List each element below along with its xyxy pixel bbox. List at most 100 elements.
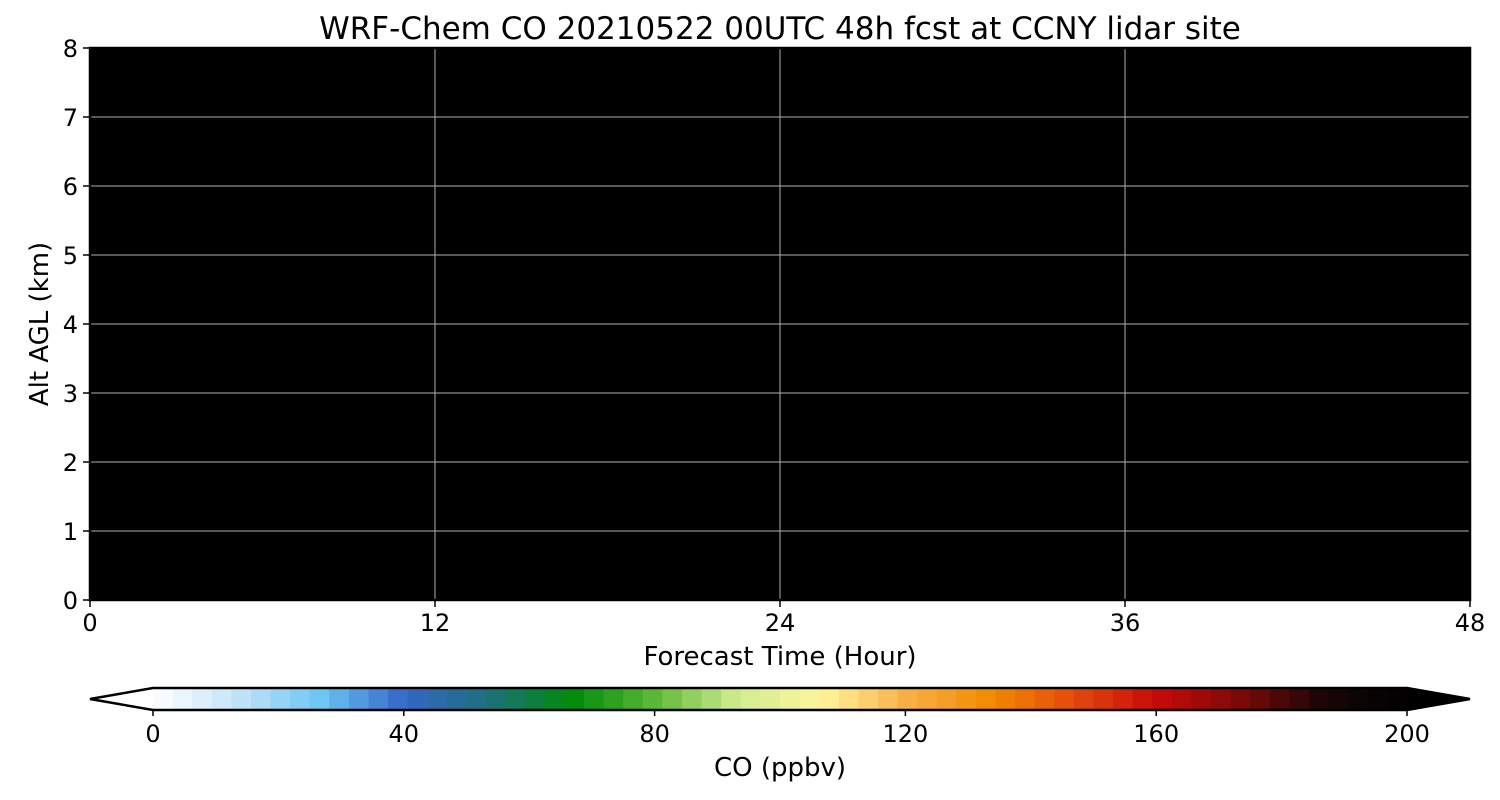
- field-cell: [1139, 229, 1169, 247]
- field-cell: [995, 298, 1025, 316]
- field-cell: [449, 574, 479, 592]
- field-cell: [679, 591, 709, 601]
- field-cell: [334, 487, 364, 506]
- field-cell: [1081, 436, 1112, 454]
- field-cell: [621, 505, 652, 523]
- field-cell: [1024, 367, 1054, 385]
- field-cell: [794, 539, 824, 558]
- field-cell: [449, 298, 479, 316]
- field-cell: [966, 56, 997, 75]
- field-cell: [190, 280, 220, 299]
- field-cell: [1455, 539, 1471, 558]
- field-cell: [679, 160, 709, 178]
- field-cell: [276, 401, 307, 420]
- field-cell: [708, 229, 738, 247]
- field-cell: [823, 298, 853, 316]
- field-cell: [334, 125, 364, 144]
- field-cell: [248, 211, 278, 230]
- field-cell: [305, 56, 335, 75]
- field-cell: [851, 211, 882, 230]
- field-cell: [104, 539, 134, 558]
- field-cell: [535, 556, 565, 575]
- colorbar-swatch: [1093, 688, 1114, 710]
- field-cell: [794, 487, 824, 506]
- field-cell: [621, 332, 652, 351]
- field-cell: [1369, 556, 1399, 575]
- field-cell: [708, 56, 738, 75]
- field-cell: [564, 591, 594, 601]
- field-cell: [1311, 73, 1342, 92]
- field-cell: [506, 367, 537, 385]
- field-cell: [190, 539, 220, 558]
- field-cell: [1426, 505, 1457, 523]
- field-cell: [506, 539, 537, 558]
- field-cell: [621, 401, 652, 420]
- field-cell: [391, 160, 422, 178]
- field-cell: [133, 125, 163, 144]
- field-cell: [650, 160, 680, 178]
- field-cell: [219, 436, 249, 454]
- field-cell: [334, 229, 364, 247]
- field-cell: [1024, 280, 1054, 299]
- field-cell: [1311, 211, 1342, 230]
- field-cell: [1455, 142, 1471, 161]
- field-cell: [535, 418, 565, 437]
- field-cell: [679, 73, 709, 92]
- field-cell: [478, 73, 508, 92]
- field-cell: [1081, 418, 1112, 437]
- field-cell: [535, 470, 565, 489]
- field-cell: [363, 556, 393, 575]
- field-cell: [564, 487, 594, 506]
- field-cell: [334, 574, 364, 592]
- field-cell: [334, 263, 364, 282]
- field-cell: [535, 160, 565, 178]
- field-cell: [1426, 56, 1457, 75]
- field-cell: [1196, 418, 1227, 437]
- field-cell: [190, 48, 220, 58]
- field-cell: [1081, 142, 1112, 161]
- field-cell: [334, 401, 364, 420]
- field-cell: [334, 298, 364, 316]
- field-cell: [1283, 487, 1313, 506]
- field-cell: [276, 160, 307, 178]
- field-cell: [535, 574, 565, 592]
- field-cell: [679, 280, 709, 299]
- field-cell: [334, 349, 364, 368]
- colorbar-swatch: [995, 688, 1016, 710]
- field-cell: [593, 505, 623, 523]
- field-cell: [1139, 539, 1169, 558]
- field-cell: [1168, 556, 1198, 575]
- field-cell: [851, 332, 882, 351]
- x-tick-label: 48: [1455, 609, 1486, 637]
- field-cell: [995, 48, 1025, 58]
- field-cell: [248, 160, 278, 178]
- field-cell: [593, 591, 623, 601]
- field-cell: [1196, 470, 1227, 489]
- field-cell: [909, 142, 939, 161]
- field-cell: [966, 229, 997, 247]
- field-cell: [564, 470, 594, 489]
- field-cell: [593, 125, 623, 144]
- field-cell: [564, 574, 594, 592]
- field-cell: [1283, 280, 1313, 299]
- field-cell: [708, 160, 738, 178]
- field-cell: [1283, 211, 1313, 230]
- field-cell: [708, 349, 738, 368]
- field-cell: [708, 125, 738, 144]
- field-cell: [449, 470, 479, 489]
- field-cell: [248, 505, 278, 523]
- field-cell: [1024, 574, 1054, 592]
- field-cell: [1283, 263, 1313, 282]
- field-cell: [909, 349, 939, 368]
- field-cell: [1254, 574, 1284, 592]
- field-cell: [1081, 73, 1112, 92]
- field-cell: [1426, 332, 1457, 351]
- field-cell: [535, 436, 565, 454]
- field-cell: [334, 556, 364, 575]
- field-cell: [363, 56, 393, 75]
- field-cell: [1455, 487, 1471, 506]
- field-cell: [938, 418, 968, 437]
- field-cell: [1311, 349, 1342, 368]
- field-cell: [1196, 556, 1227, 575]
- field-cell: [736, 229, 767, 247]
